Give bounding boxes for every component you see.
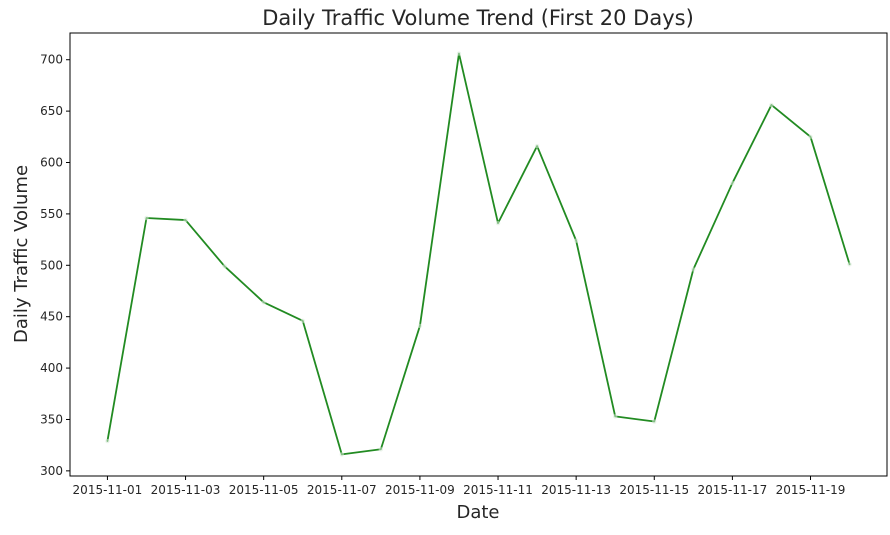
data-point: [769, 102, 774, 108]
data-point: [105, 438, 110, 444]
y-tick-label: 350: [40, 412, 63, 426]
y-axis-label: Daily Traffic Volume: [11, 165, 32, 343]
data-point: [339, 452, 344, 457]
chart-title: Daily Traffic Volume Trend (First 20 Day…: [262, 6, 694, 30]
data-point: [613, 414, 618, 419]
x-tick-label: 2015-11-07: [307, 483, 377, 497]
data-point: [378, 447, 384, 452]
data-point: [495, 220, 501, 226]
series-layer: [105, 51, 852, 457]
data-point: [183, 217, 188, 223]
data-point: [261, 300, 266, 305]
data-point: [300, 318, 305, 323]
x-tick-label: 2015-11-15: [619, 483, 689, 497]
y-tick-label: 500: [40, 258, 63, 272]
data-point: [652, 419, 657, 424]
x-tick-label: 2015-11-19: [776, 483, 846, 497]
y-tick-label: 300: [40, 464, 63, 478]
data-point: [534, 143, 540, 149]
y-axis: 300 350 400 450 500 550 600 650 700: [40, 53, 70, 478]
y-tick-label: 450: [40, 310, 63, 324]
data-point: [691, 267, 696, 272]
x-axis-label: Date: [456, 502, 499, 523]
x-tick-label: 2015-11-03: [151, 483, 221, 497]
x-tick-label: 2015-11-11: [463, 483, 533, 497]
x-tick-label: 2015-11-01: [73, 483, 143, 497]
series-line-0: [106, 52, 851, 456]
x-tick-label: 2015-11-13: [541, 483, 611, 497]
data-point: [573, 238, 579, 243]
x-tick-label: 2015-11-09: [385, 483, 455, 497]
data-point: [417, 323, 423, 329]
x-axis: 2015-11-01 2015-11-03 2015-11-05 2015-11-07…: [73, 476, 846, 497]
y-tick-label: 400: [40, 361, 63, 375]
y-tick-label: 550: [40, 207, 63, 221]
y-tick-label: 650: [40, 104, 63, 118]
plot-area-frame: [69, 32, 888, 477]
data-point: [730, 180, 735, 186]
x-tick-label: 2015-11-05: [229, 483, 299, 497]
data-point: [222, 264, 227, 269]
x-tick-label: 2015-11-17: [698, 483, 768, 497]
y-tick-label: 700: [40, 53, 63, 67]
data-point: [144, 215, 149, 221]
data-point: [847, 262, 852, 267]
y-tick-label: 600: [40, 156, 63, 170]
data-point: [456, 51, 462, 56]
data-point: [808, 134, 813, 140]
